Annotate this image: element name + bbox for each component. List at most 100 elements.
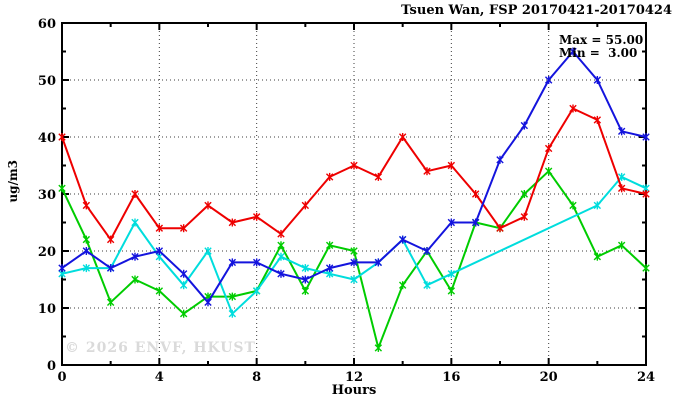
- blue-series-point: [593, 76, 602, 84]
- red-series-point: [447, 161, 456, 170]
- blue-series-point: [350, 258, 358, 267]
- max-value-label: Max = 55.00: [559, 33, 644, 47]
- red-series-point: [642, 190, 650, 198]
- x-tick-label: 0: [57, 370, 66, 385]
- red-series-point: [350, 161, 358, 170]
- cyan-series-point: [325, 270, 334, 278]
- red-series-point: [423, 167, 431, 175]
- cyan-series-point: [350, 275, 358, 284]
- x-tick-label: 4: [155, 370, 164, 385]
- max-min-annotation: Max = 55.00 Min = 3.00: [559, 34, 643, 60]
- red-series-point: [204, 201, 212, 210]
- cyan-series-point: [252, 287, 261, 295]
- red-series-point: [617, 184, 626, 192]
- y-tick-label: 10: [38, 302, 56, 317]
- red-series-point: [131, 190, 139, 198]
- watermark: © 2026 ENVF, HKUST: [65, 340, 256, 356]
- y-tick-label: 60: [38, 17, 56, 32]
- red-series-point: [325, 173, 334, 181]
- cyan-series-point: [155, 253, 164, 261]
- red-series-point: [277, 230, 285, 238]
- cyan-series-point: [301, 264, 310, 272]
- blue-series-point: [82, 247, 91, 255]
- cyan-series-point: [277, 253, 285, 261]
- y-tick-label: 20: [38, 245, 56, 260]
- green-series-point: [520, 190, 529, 198]
- blue-series-point: [447, 218, 456, 227]
- cyan-series-point: [179, 281, 188, 289]
- cyan-series-point: [593, 201, 602, 210]
- red-series-point: [496, 224, 504, 232]
- blue-series-point: [252, 258, 261, 267]
- blue-series-point: [325, 264, 334, 272]
- red-series-point: [544, 144, 553, 153]
- y-tick-label: 40: [38, 131, 56, 146]
- blue-series-point: [277, 270, 285, 278]
- red-series-point: [82, 201, 91, 210]
- red-series-point: [252, 213, 261, 221]
- cyan-series-point: [617, 173, 626, 181]
- red-series-point: [228, 218, 237, 227]
- red-series-point: [106, 235, 115, 244]
- cyan-series-point: [423, 281, 431, 289]
- red-series-point: [301, 201, 310, 210]
- cyan-series-point: [82, 264, 91, 272]
- y-tick-label: 0: [47, 359, 56, 374]
- blue-series-point: [106, 264, 115, 272]
- y-tick-label: 30: [38, 188, 56, 203]
- cyan-series-line: [61, 175, 647, 315]
- blue-series-point: [179, 270, 188, 278]
- cyan-series-point: [58, 270, 66, 278]
- x-axis-label: Hours: [331, 383, 377, 398]
- green-series-point: [374, 344, 383, 352]
- green-series-point: [544, 167, 553, 175]
- blue-series-point: [301, 275, 310, 284]
- red-series-point: [374, 173, 383, 181]
- cyan-series-point: [131, 218, 139, 227]
- blue-series-point: [496, 156, 504, 164]
- blue-series-point: [155, 247, 164, 255]
- blue-series-point: [398, 235, 407, 244]
- cyan-series-point: [228, 310, 237, 318]
- green-series-point: [447, 287, 456, 295]
- red-series-point: [520, 213, 529, 221]
- x-tick-label: 8: [252, 370, 261, 385]
- green-series-point: [179, 310, 188, 318]
- green-series-point: [58, 184, 66, 192]
- y-axis-label: ug/m3: [6, 160, 20, 203]
- blue-series-point: [544, 76, 553, 84]
- blue-series-point: [374, 258, 383, 267]
- x-tick-label: 20: [540, 370, 558, 385]
- red-series-point: [398, 133, 407, 141]
- green-series-point: [593, 253, 602, 261]
- green-series-point: [155, 287, 164, 295]
- x-tick-label: 24: [637, 370, 655, 385]
- green-series-point: [106, 298, 115, 306]
- blue-series-point: [520, 121, 529, 130]
- red-series-point: [471, 190, 480, 198]
- green-series-point: [82, 235, 91, 244]
- blue-series-point: [228, 258, 237, 267]
- red-series-point: [593, 116, 602, 124]
- red-series-point: [569, 104, 577, 113]
- red-series-point: [179, 224, 188, 232]
- red-series-point: [155, 224, 164, 232]
- green-series-point: [642, 264, 650, 272]
- cyan-series-point: [642, 184, 650, 192]
- green-series-point: [350, 247, 358, 255]
- y-tick-label: 50: [38, 74, 56, 89]
- green-series-point: [301, 287, 310, 295]
- x-tick-label: 12: [345, 370, 363, 385]
- blue-series-point: [131, 253, 139, 261]
- blue-series-point: [471, 218, 480, 227]
- blue-series-point: [569, 47, 577, 56]
- blue-series-point: [58, 264, 66, 272]
- green-series-point: [228, 292, 237, 301]
- cyan-series-point: [204, 247, 212, 255]
- blue-series-point: [423, 247, 431, 255]
- blue-series-point: [617, 127, 626, 135]
- green-series-point: [325, 241, 334, 249]
- green-series-point: [131, 275, 139, 284]
